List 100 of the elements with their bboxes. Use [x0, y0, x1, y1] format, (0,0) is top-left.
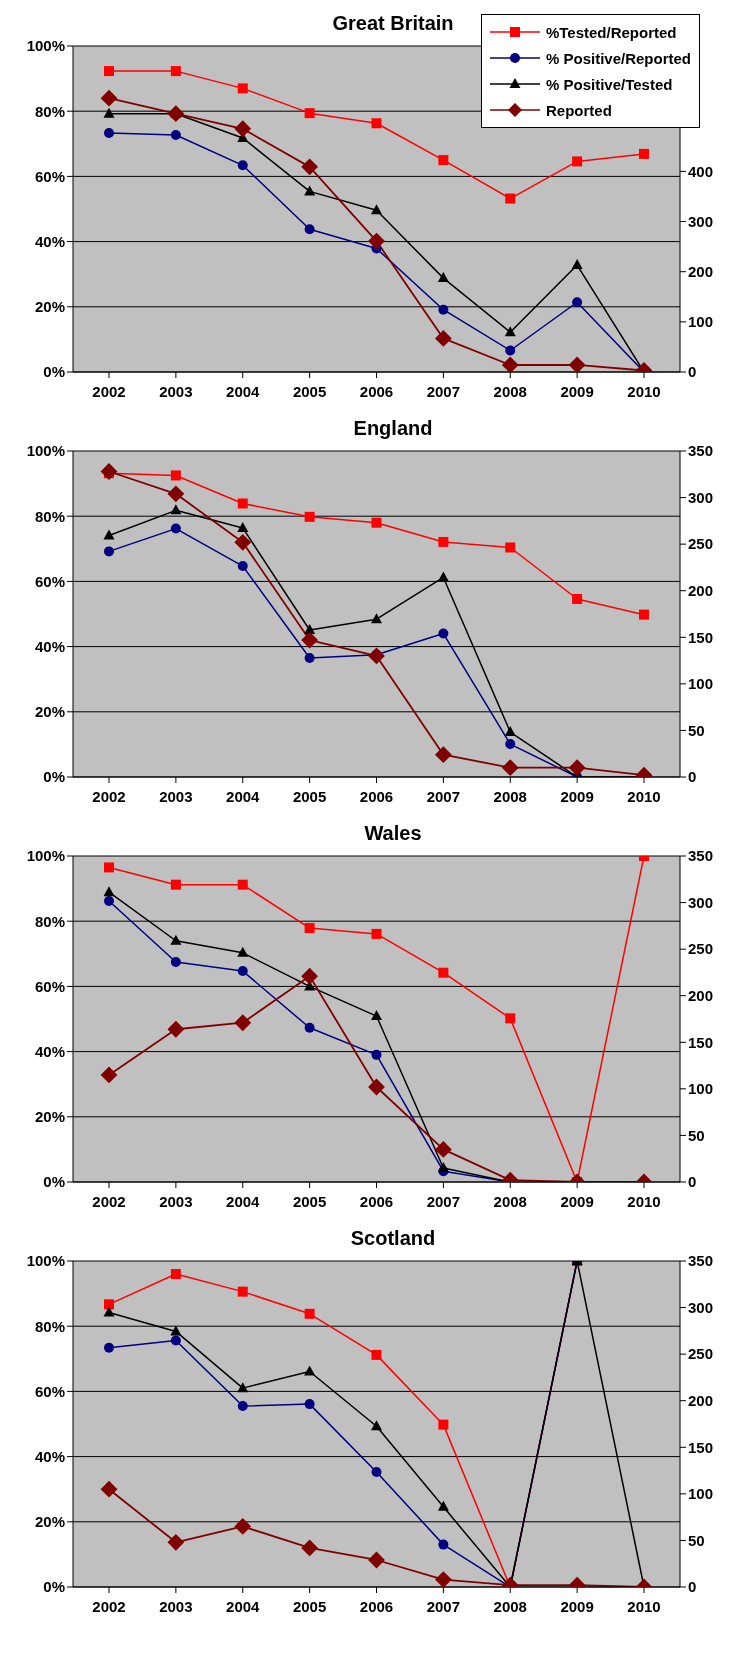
y2-tick-label: 50 — [688, 721, 705, 739]
point — [170, 523, 181, 534]
point — [104, 1342, 114, 1353]
x-tick-label: 2010 — [627, 787, 661, 805]
point — [103, 886, 115, 897]
y2-tick-label: 50 — [688, 1126, 705, 1144]
point — [103, 529, 115, 540]
point — [368, 647, 385, 665]
point — [234, 120, 252, 138]
point — [167, 1020, 185, 1038]
point — [639, 609, 649, 620]
y-tick-label: 80% — [34, 1317, 65, 1335]
point — [505, 739, 516, 750]
y-tick-label: 20% — [34, 1513, 65, 1531]
y2-tick-label: 0 — [688, 1173, 697, 1191]
point — [170, 934, 182, 945]
point — [568, 356, 586, 372]
point — [170, 130, 181, 140]
point — [505, 1013, 516, 1024]
point — [104, 862, 114, 873]
point — [371, 517, 382, 528]
x-tick-label: 2005 — [292, 382, 327, 400]
legend-label: Reported — [545, 101, 612, 119]
x-tick-label: 2002 — [92, 1192, 126, 1210]
point — [304, 224, 315, 235]
y-tick-label: 40% — [34, 232, 65, 250]
y-tick-label: 0% — [43, 1578, 65, 1596]
y2-tick-label: 300 — [688, 488, 714, 506]
point — [371, 118, 382, 129]
point — [434, 330, 452, 347]
point — [103, 1306, 115, 1317]
y-tick-label: 60% — [34, 572, 65, 590]
y2-tick-label: 250 — [688, 940, 714, 958]
legend-label: % Positive/Reported — [545, 49, 691, 67]
y2-tick-label: 150 — [688, 1438, 714, 1456]
x-tick-label: 2007 — [426, 382, 461, 400]
point — [237, 83, 248, 94]
y2-tick-label: 100 — [688, 675, 714, 693]
x-tick-label: 2003 — [159, 382, 193, 400]
y2-tick-label: 200 — [688, 263, 714, 281]
point — [568, 759, 586, 777]
y-tick-label: 100% — [26, 1252, 65, 1270]
y2-tick-label: 250 — [688, 535, 714, 553]
y2-tick-label: 100 — [688, 1485, 714, 1503]
x-tick-label: 2006 — [359, 1192, 394, 1210]
point — [437, 272, 449, 283]
point — [100, 1066, 118, 1084]
point — [237, 498, 248, 509]
point — [371, 1420, 382, 1431]
x-tick-label: 2004 — [226, 382, 261, 400]
x-tick-label: 2005 — [292, 1192, 327, 1210]
y-tick-label: 20% — [34, 703, 65, 721]
point — [167, 485, 185, 503]
point — [571, 259, 583, 270]
point — [371, 1349, 382, 1360]
point — [103, 107, 115, 118]
y-tick-label: 40% — [34, 1447, 65, 1465]
y-tick-label: 0% — [43, 768, 65, 786]
point — [237, 946, 249, 957]
y-tick-label: 100% — [26, 442, 65, 460]
x-tick-label: 2009 — [560, 787, 594, 805]
point — [437, 1500, 449, 1511]
y2-tick-label: 300 — [688, 893, 714, 911]
y2-tick-label: 300 — [688, 1298, 714, 1316]
y-tick-label: 80% — [34, 912, 65, 930]
x-tick-label: 2002 — [92, 382, 126, 400]
point — [237, 1382, 249, 1393]
y2-tick-label: 200 — [688, 582, 714, 600]
point — [170, 879, 181, 890]
x-tick-label: 2003 — [159, 1597, 193, 1615]
point — [434, 746, 452, 764]
y2-tick-label: 150 — [688, 628, 714, 646]
point — [371, 613, 382, 624]
point — [304, 185, 316, 196]
y2-tick-label: 100 — [688, 313, 714, 331]
point — [170, 1325, 182, 1336]
x-tick-label: 2008 — [493, 787, 527, 805]
x-tick-label: 2008 — [493, 1192, 527, 1210]
point — [237, 561, 248, 572]
point — [438, 628, 449, 639]
y-tick-label: 0% — [43, 363, 65, 381]
point — [237, 1401, 248, 1412]
point — [304, 511, 315, 522]
point — [104, 66, 114, 77]
y2-tick-label: 0 — [688, 1578, 697, 1596]
point — [104, 546, 114, 557]
point — [438, 536, 449, 547]
x-tick-label: 2002 — [92, 1597, 126, 1615]
y-tick-label: 60% — [34, 1382, 65, 1400]
point — [371, 1466, 382, 1477]
point — [301, 158, 319, 176]
y2-tick-label: 350 — [688, 847, 714, 865]
point — [170, 470, 181, 481]
x-tick-label: 2005 — [292, 1597, 327, 1615]
x-tick-label: 2010 — [627, 1597, 661, 1615]
x-tick-label: 2007 — [426, 1597, 461, 1615]
point — [438, 155, 449, 166]
y-tick-label: 40% — [34, 637, 65, 655]
point — [639, 148, 649, 159]
point — [304, 1308, 315, 1319]
